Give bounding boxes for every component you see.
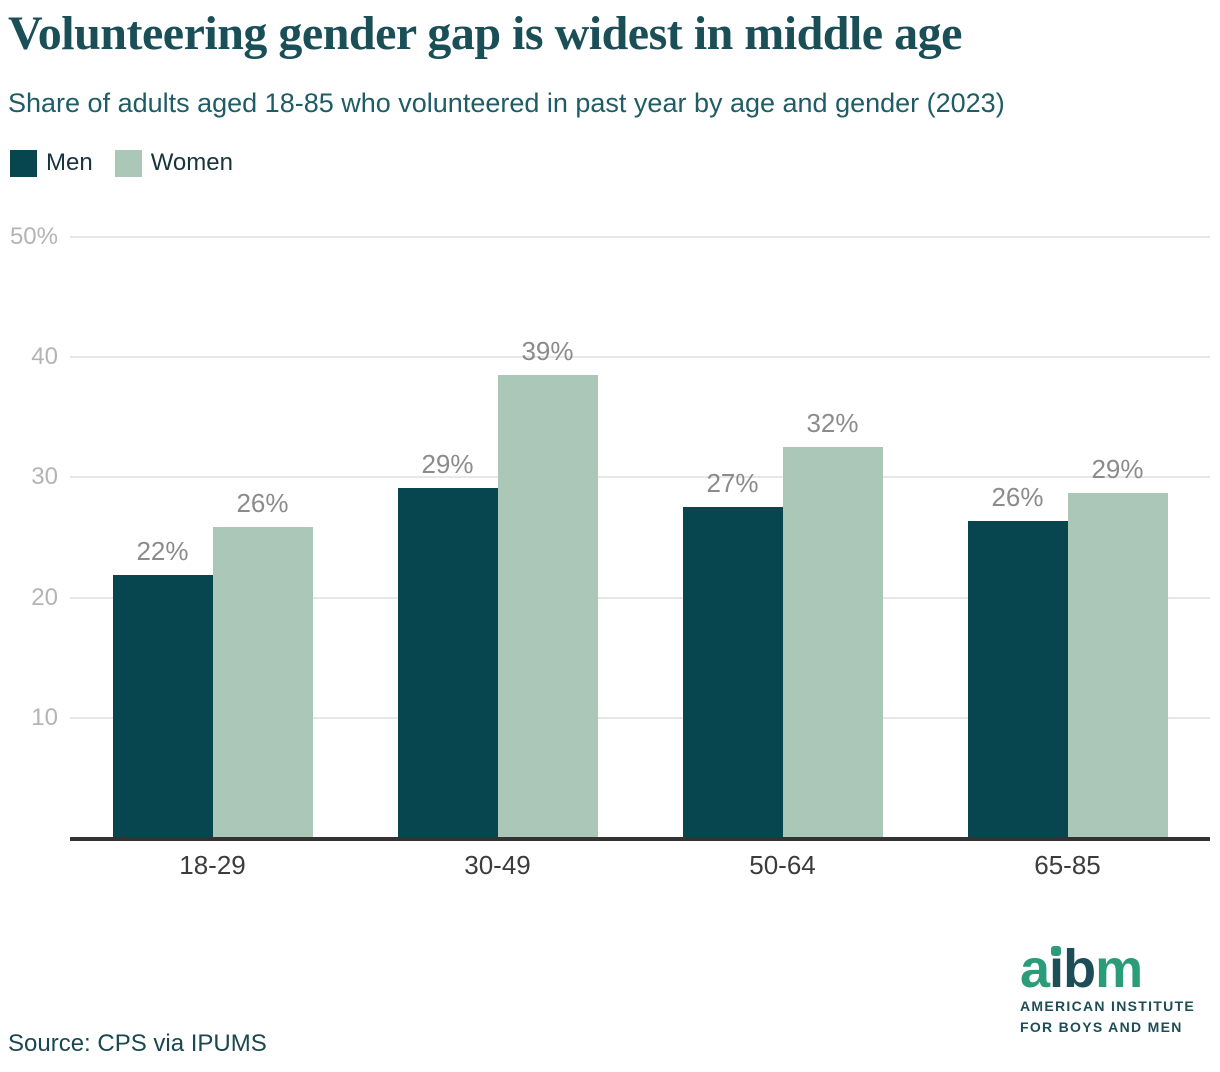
y-tick-label-10: 10 <box>31 703 58 731</box>
value-label-men-50-64: 27% <box>706 468 759 498</box>
aibm-wordmark: aı bm <box>1020 942 1195 996</box>
chart-subtitle: Share of adults aged 18-85 who volunteer… <box>8 88 1005 118</box>
value-label-men-18-29: 22% <box>136 536 189 566</box>
x-category-label-18-29: 18-29 <box>179 850 246 880</box>
value-label-women-65-85: 29% <box>1091 454 1144 484</box>
y-tick-label-20: 20 <box>31 583 58 611</box>
x-axis-line <box>70 837 1210 841</box>
legend: Men Women <box>10 149 233 177</box>
bar-men-18-29 <box>112 575 213 838</box>
x-category-label-50-64: 50-64 <box>749 850 816 880</box>
legend-label-men: Men <box>46 149 93 176</box>
gridline-20 <box>70 596 1210 599</box>
gridline-50 <box>70 236 1210 238</box>
legend-item-women: Women <box>114 149 233 177</box>
value-label-women-30-49: 39% <box>521 336 574 366</box>
bar-men-30-49 <box>397 488 498 838</box>
bar-women-18-29 <box>212 527 313 838</box>
y-tick-label-50: 50% <box>9 223 58 250</box>
y-tick-label-40: 40 <box>31 343 58 371</box>
chart-title: Volunteering gender gap is widest in mid… <box>8 7 962 60</box>
value-label-women-18-29: 26% <box>236 488 289 518</box>
logo-i-dot <box>1051 946 1062 956</box>
x-category-label-65-85: 65-85 <box>1034 850 1101 880</box>
bar-men-65-85 <box>967 521 1068 838</box>
bar-women-50-64 <box>782 447 883 838</box>
bar-women-30-49 <box>497 375 598 838</box>
logo-line-1: AMERICAN INSTITUTE <box>1020 998 1196 1014</box>
value-label-men-65-85: 26% <box>991 482 1044 512</box>
aibm-logo: aı bm AMERICAN INSTITUTE FOR BOYS AND MEN <box>1020 942 1195 1038</box>
bar-men-50-64 <box>682 507 783 838</box>
gridline-10 <box>70 716 1210 719</box>
legend-swatch-men <box>10 149 37 177</box>
value-label-women-50-64: 32% <box>806 408 859 438</box>
y-tick-label-30: 30 <box>31 463 58 491</box>
legend-item-men: Men <box>10 149 93 177</box>
logo-letter-a: a <box>1020 939 1050 999</box>
logo-line-2: FOR BOYS AND MEN <box>1020 1019 1183 1035</box>
legend-swatch-women <box>114 149 142 177</box>
logo-letter-m: m <box>1095 939 1143 999</box>
bar-women-65-85 <box>1067 493 1168 838</box>
value-label-men-30-49: 29% <box>421 449 474 479</box>
source-note: Source: CPS via IPUMS <box>8 1030 267 1057</box>
gridline-30 <box>70 476 1210 479</box>
gridline-40 <box>70 356 1210 359</box>
x-category-label-30-49: 30-49 <box>464 850 531 880</box>
logo-letter-i: ı <box>1049 939 1064 999</box>
legend-label-women: Women <box>150 149 233 176</box>
logo-letter-b: b <box>1063 939 1096 999</box>
